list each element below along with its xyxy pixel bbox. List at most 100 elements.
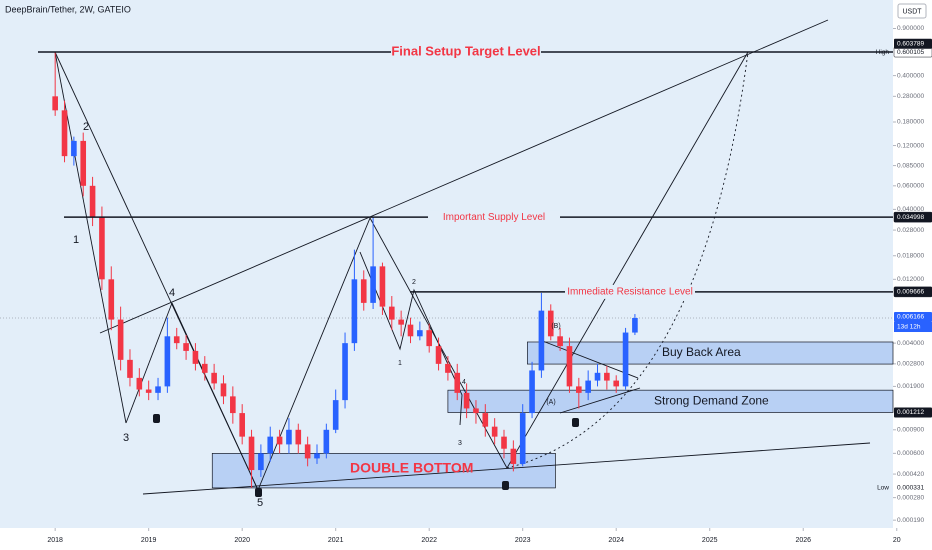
y-tick-label: 0.040000 [897, 206, 924, 213]
candle-body [304, 444, 311, 459]
y-tick-label: 0.900000 [897, 25, 924, 32]
price-tag-label: 0.001212 [897, 409, 924, 416]
chart-title: DeepBrain/Tether, 2W, GATEIO [5, 4, 131, 14]
candle-body [613, 380, 620, 387]
y-tick-label: 0.000900 [897, 427, 924, 434]
candle-body [258, 453, 264, 471]
candle-body [155, 386, 161, 393]
y-tick-label: 0.001900 [897, 383, 924, 390]
level-label-bg [391, 45, 541, 60]
candle-body [557, 336, 563, 347]
candle-body [519, 413, 526, 464]
candle-body [445, 363, 451, 373]
candle-body [473, 408, 479, 414]
y-tick-label: 0.004000 [897, 340, 924, 347]
candle-body [173, 336, 180, 344]
candle-body [99, 217, 105, 280]
candle-body [435, 346, 442, 364]
candle-body [407, 324, 414, 337]
candle-body [61, 110, 68, 157]
trendline [257, 217, 371, 491]
wave-label: 1 [73, 234, 79, 246]
trendline [559, 387, 641, 414]
y-tick-label: 0.120000 [897, 142, 924, 149]
x-tick-label: 2026 [795, 537, 811, 544]
wave-label: (B) [551, 323, 560, 330]
x-tick-label: 2024 [608, 537, 624, 544]
trendline [359, 251, 463, 426]
candle-body [230, 396, 236, 414]
level-label: Final Setup Target Level [391, 43, 540, 58]
candle-body [276, 436, 283, 445]
candle-body [501, 436, 507, 449]
trendline [171, 302, 259, 491]
x-tick-label: 2020 [234, 537, 250, 544]
trendline [506, 51, 749, 469]
price-tag [894, 407, 932, 418]
x-tick-label: 2023 [515, 537, 531, 544]
candle-body [388, 306, 395, 320]
candle-body [585, 380, 591, 393]
annotations: Buy Back Area Strong Demand Zone DOUBLE BO… [38, 43, 893, 509]
zone-label: Strong Demand Zone [654, 394, 769, 408]
price-tag [894, 482, 932, 493]
candle-body [127, 359, 133, 378]
y-tick-label: 0.000600 [897, 450, 924, 457]
thumb-icon [153, 414, 160, 423]
candle-body [622, 332, 629, 387]
wave-label: 2 [412, 279, 416, 286]
candle-body [370, 266, 376, 303]
countdown: 13d 12h [897, 324, 921, 331]
price-tag [894, 38, 932, 49]
price-tag-label: 0.034998 [897, 214, 924, 221]
candle-body [89, 185, 96, 218]
zone [211, 453, 556, 489]
candle-body [286, 429, 292, 445]
candle-body [351, 279, 358, 344]
price-axis [893, 0, 932, 550]
candle-body [454, 372, 461, 393]
candle-body [323, 429, 330, 454]
trendline [99, 19, 829, 334]
x-tick-label: 2019 [141, 537, 157, 544]
price-tag-label: 0.000331 [897, 485, 924, 492]
y-tick-label: 0.000280 [897, 494, 924, 501]
candle-body [463, 392, 470, 409]
candle-body [192, 350, 199, 364]
candle-body [398, 319, 404, 325]
candle-body [145, 389, 152, 393]
wave-label: 5 [257, 497, 263, 509]
candle-body [632, 318, 638, 333]
level-label-bg [565, 284, 695, 299]
zones [211, 341, 894, 489]
price-tag-label: 0.006166 [897, 314, 924, 321]
thumb-icon [572, 418, 579, 427]
candle-body [239, 413, 245, 437]
price-tag-label: 0.603789 [897, 40, 924, 47]
x-tick-label: 2022 [421, 537, 437, 544]
grid [0, 28, 898, 531]
level-label: Important Supply Level [443, 212, 545, 223]
plot-background [0, 0, 893, 528]
candle-body [71, 140, 77, 157]
candle-body [594, 372, 601, 381]
trendlines [54, 19, 871, 495]
zone [447, 389, 894, 413]
candle-body [183, 343, 189, 351]
wave-label: (A) [546, 399, 555, 406]
zone-label: Buy Back Area [662, 345, 741, 359]
x-tick-label: 2018 [47, 537, 63, 544]
y-tick-label: 0.180000 [897, 119, 924, 126]
candle-body [117, 319, 124, 360]
candle-body [379, 266, 386, 307]
y-tick-label: 0.060000 [897, 183, 924, 190]
candle-body [426, 330, 433, 347]
tag-note: Low [877, 485, 889, 492]
candle-body [510, 448, 517, 464]
thumb-icon [255, 488, 262, 497]
thumb-icon [502, 481, 509, 490]
candle-body [491, 426, 498, 437]
candle-body [529, 370, 535, 414]
x-tick-label: 2021 [328, 537, 344, 544]
